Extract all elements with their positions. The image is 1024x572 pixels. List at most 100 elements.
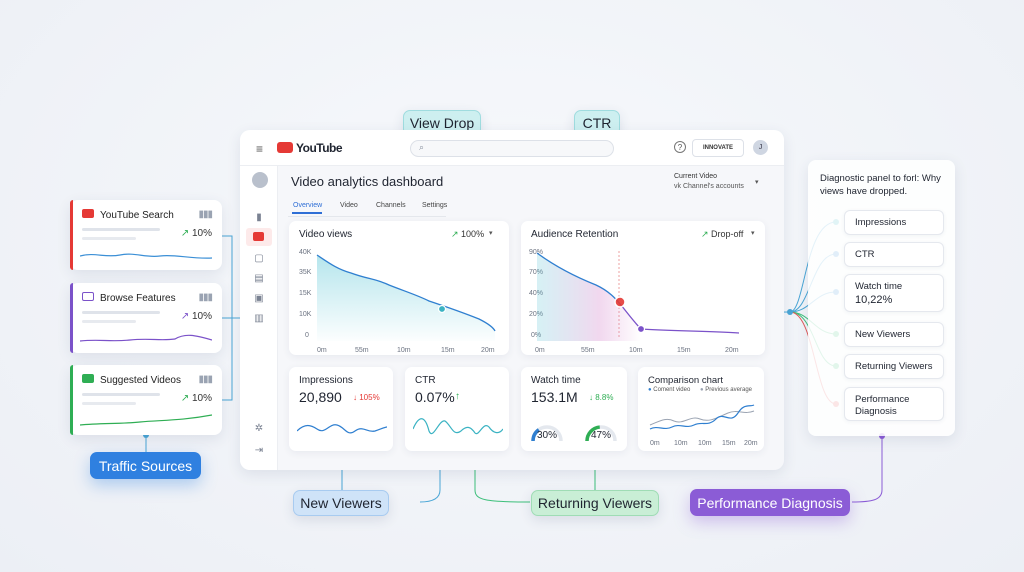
retention-area	[537, 253, 641, 341]
video-views-chart: 40K 35K 15K 10K 0 0m 55m 10m 15m 20m	[299, 249, 496, 354]
nav-stats-icon[interactable]: ▥	[254, 313, 264, 324]
x-tick: 20m	[744, 440, 758, 447]
legend-dot-icon: ●	[700, 387, 706, 393]
ctr-title: CTR	[415, 375, 436, 386]
logout-icon[interactable]: ⇥	[254, 445, 264, 456]
tab-channels[interactable]: Channels	[376, 202, 406, 209]
placeholder-line	[82, 228, 160, 231]
y-tick: 0	[305, 332, 309, 339]
impressions-card[interactable]: Impressions 20,890 ↓ 105%	[289, 367, 393, 451]
ctr-value: 0.07%	[415, 389, 455, 405]
x-tick: 55m	[355, 347, 369, 354]
video-views-badge: ↗ 100%	[451, 229, 484, 240]
x-tick: 10m	[397, 347, 411, 354]
comparison-chart-card[interactable]: Comparison chart ● Coment video ● Previo…	[638, 367, 764, 451]
x-tick: 20m	[725, 347, 739, 354]
comparison-chart: 0m 10m 10m 15m 20m	[649, 404, 758, 447]
account-button[interactable]: INNOVATE	[692, 139, 744, 157]
tab-overview[interactable]: Overview	[293, 202, 323, 209]
search-input[interactable]: ⌕	[410, 140, 614, 157]
nav-library-icon[interactable]: ▣	[254, 293, 264, 304]
impressions-title: Impressions	[299, 375, 353, 386]
legend-previous-label: Previous average	[705, 387, 752, 393]
source-percent-value: 10%	[191, 311, 212, 322]
impressions-sparkline	[297, 424, 387, 434]
help-icon[interactable]: ?	[674, 141, 686, 153]
watch-time-card[interactable]: Watch time 153.1M ↓ 8.8% 30% 47%	[521, 367, 627, 451]
source-card-suggested-videos[interactable]: Suggested Videos ▮▮▮ ↗ 10%	[70, 365, 222, 435]
placeholder-line	[82, 237, 136, 240]
diagnostic-item-watch-time[interactable]: Watch time 10,22%	[844, 274, 944, 312]
source-percent-value: 10%	[191, 228, 212, 239]
channel-avatar[interactable]	[252, 172, 268, 188]
source-percent: ↗ 10%	[181, 228, 212, 239]
source-card-youtube-search[interactable]: YouTube Search ▮▮▮ ↗ 10%	[70, 200, 222, 270]
settings-gear-icon[interactable]: ✲	[254, 423, 264, 434]
nav-content-active[interactable]	[246, 228, 272, 246]
diagnostic-item-impressions[interactable]: Impressions	[844, 210, 944, 235]
youtube-play-icon	[82, 209, 94, 218]
y-tick: 70%	[529, 269, 543, 276]
diagnostic-item-new-viewers[interactable]: New Viewers	[844, 322, 944, 347]
tab-video[interactable]: Video	[340, 202, 358, 209]
diagnostic-item-ctr[interactable]: CTR	[844, 242, 944, 267]
impressions-value: 20,890	[299, 389, 342, 405]
avatar[interactable]: J	[753, 140, 768, 155]
chevron-down-icon[interactable]: ▾	[751, 230, 755, 237]
view-drop-point[interactable]	[437, 304, 447, 314]
legend-dot-icon: ●	[648, 387, 654, 393]
y-tick: 10K	[299, 311, 312, 318]
placeholder-line	[82, 311, 160, 314]
folder-icon	[82, 292, 94, 301]
chevron-down-icon[interactable]: ▾	[755, 179, 759, 186]
retention-title: Audience Retention	[531, 229, 619, 240]
nav-analytics-icon[interactable]: ▮	[256, 212, 262, 223]
comparison-title: Comparison chart	[648, 375, 723, 386]
x-tick: 55m	[581, 347, 595, 354]
tab-settings[interactable]: Settings	[422, 202, 448, 209]
impressions-delta: ↓ 105%	[353, 393, 380, 402]
top-bar: ≡ YouTube ⌕ ? INNOVATE J	[240, 130, 784, 166]
trend-up-icon: ↗	[451, 229, 462, 239]
placeholder-line	[82, 320, 136, 323]
source-percent-value: 10%	[191, 393, 212, 404]
ctr-point[interactable]	[636, 324, 646, 334]
diagnostic-item-performance-diagnosis[interactable]: Performance Diagnosis	[844, 387, 944, 421]
nav-comments-icon[interactable]: ▢	[254, 253, 264, 264]
drop-off-point[interactable]	[614, 296, 626, 308]
youtube-logo-text: YouTube	[296, 141, 343, 155]
hamburger-menu-icon[interactable]: ≡	[256, 142, 264, 156]
source-card-browse-features[interactable]: Browse Features ▮▮▮ ↗ 10%	[70, 283, 222, 353]
tab-active-indicator	[292, 212, 322, 214]
video-views-title: Video views	[299, 229, 353, 240]
returning-viewers-callout: Returning Viewers	[531, 490, 659, 516]
retention-chart: 90% 70% 40% 20% 0% 0m 55m 10m 15m 20m	[529, 249, 740, 354]
y-tick: 90%	[529, 249, 543, 256]
source-accent-bar	[70, 283, 73, 353]
video-selector-label: Current Video	[674, 173, 718, 180]
video-selector[interactable]: vk Channel's accounts	[674, 183, 744, 190]
page-title: Video analytics dashboard	[291, 174, 444, 189]
diagnostic-item-label: Watch time	[855, 281, 903, 292]
watch-time-value: 153.1M	[531, 389, 578, 405]
ctr-card[interactable]: CTR 0.07% ↑	[405, 367, 509, 451]
trend-up-icon: ↗	[180, 311, 192, 322]
tabs-divider	[288, 216, 446, 217]
performance-diagnosis-callout: Performance Diagnosis	[690, 489, 850, 516]
watch-time-delta: ↓ 8.8%	[589, 393, 614, 402]
x-tick: 10m	[698, 440, 712, 447]
x-tick: 15m	[677, 347, 691, 354]
diagnostic-item-returning-viewers[interactable]: Returning Viewers	[844, 354, 944, 379]
gauge-2-fill	[585, 425, 617, 442]
x-tick: 0m	[535, 347, 545, 354]
gauge-2-label: 47%	[591, 430, 611, 441]
x-tick: 10m	[674, 440, 688, 447]
play-icon	[82, 374, 94, 383]
nav-subtitles-icon[interactable]: ▤	[254, 273, 264, 284]
bar-chart-icon: ▮▮▮	[198, 209, 212, 220]
chevron-down-icon[interactable]: ▾	[489, 230, 493, 237]
source-title: Suggested Videos	[100, 375, 181, 386]
diagnostic-panel: Diagnostic panel to forl: Why views have…	[808, 160, 955, 436]
watch-time-title: Watch time	[531, 375, 581, 386]
audience-retention-card: Audience Retention ↗ Drop-off ▾ 90% 70% …	[521, 221, 765, 355]
